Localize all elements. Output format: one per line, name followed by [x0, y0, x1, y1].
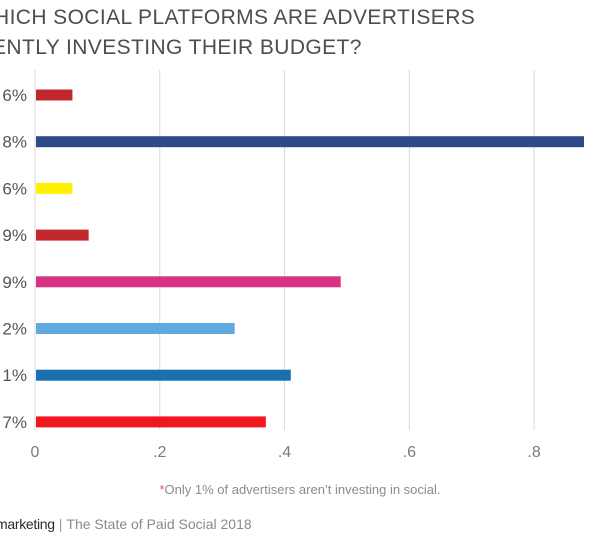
- category-label: 9%: [2, 226, 27, 245]
- x-tick-label: .8: [527, 444, 540, 461]
- chart-title-line-1: HICH SOCIAL PLATFORMS ARE ADVERTISERS: [0, 6, 476, 29]
- category-label: 1%: [2, 366, 27, 385]
- x-tick-label: .2: [153, 444, 166, 461]
- source-report: The State of Paid Social 2018: [66, 516, 252, 532]
- x-tick-label: .4: [278, 444, 291, 461]
- chart-title-line-2: ENTLY INVESTING THEIR BUDGET?: [0, 36, 362, 59]
- x-tick-label: 0: [31, 444, 40, 461]
- category-label: 7%: [2, 413, 27, 432]
- category-label: 6%: [2, 179, 27, 198]
- category-label: 9%: [2, 273, 27, 292]
- x-tick-label: .6: [403, 444, 416, 461]
- source-credit: marketing | The State of Paid Social 2018: [0, 516, 252, 532]
- category-label: 6%: [2, 86, 27, 105]
- footnote-text: Only 1% of advertisers aren’t investing …: [164, 482, 441, 497]
- bar: [36, 136, 584, 148]
- bar: [36, 182, 73, 194]
- bar: [36, 416, 266, 428]
- bar: [36, 229, 89, 241]
- source-brand: marketing: [0, 516, 55, 532]
- source-separator: |: [58, 516, 63, 532]
- category-label: 8%: [2, 133, 27, 152]
- bar: [36, 369, 291, 381]
- category-label: 2%: [2, 320, 27, 339]
- footnote-asterisk: *: [159, 482, 165, 497]
- bar: [36, 323, 235, 334]
- bar: [36, 276, 341, 288]
- footnote: *Only 1% of advertisers aren’t investing…: [0, 482, 600, 497]
- bar: [36, 89, 73, 101]
